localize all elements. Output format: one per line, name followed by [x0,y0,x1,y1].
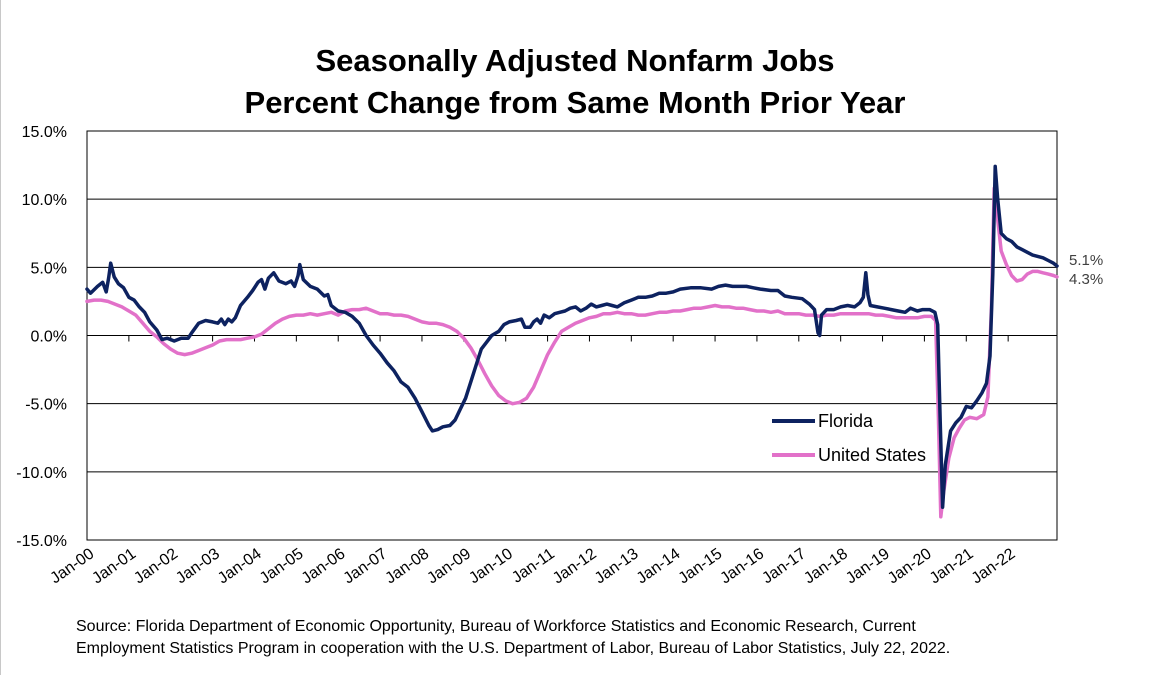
x-tick-label: Jan-15 [676,545,726,587]
y-tick-label: -15.0% [16,533,67,550]
x-tick-label: Jan-11 [509,545,558,586]
florida-end-label: 5.1% [1069,252,1103,269]
x-tick-label: Jan-07 [341,545,391,587]
chart-title-line1: Seasonally Adjusted Nonfarm Jobs [315,43,835,78]
x-tick-label: Jan-04 [215,545,265,587]
x-tick-label: Jan-16 [717,545,767,587]
x-tick-label: Jan-01 [89,545,139,587]
y-tick-label: 0.0% [31,329,67,346]
y-axis-labels: 15.0% 10.0% 5.0% 0.0% -5.0% -10.0% -15.0% [16,124,67,550]
x-tick-label: Jan-03 [173,545,223,587]
us-end-label: 4.3% [1069,271,1103,288]
y-tick-label: 15.0% [22,124,67,141]
y-tick-label: -5.0% [25,397,67,414]
chart-title-line2: Percent Change from Same Month Prior Yea… [244,85,906,120]
chart-title: Seasonally Adjusted Nonfarm Jobs Percent… [0,40,1150,124]
x-tick-label: Jan-17 [759,545,809,587]
x-tick-label: Jan-06 [299,545,349,587]
y-tick-label: 10.0% [22,192,67,209]
y-tick-label: -10.0% [16,465,67,482]
x-tick-label: Jan-09 [424,545,474,587]
x-tick-label: Jan-20 [885,545,935,587]
source-note: Source: Florida Department of Economic O… [76,616,1076,660]
x-tick-label: Jan-19 [843,545,893,587]
x-tick-label: Jan-05 [257,545,307,587]
x-tick-label: Jan-18 [801,545,851,587]
legend: Florida United States [772,411,926,465]
florida-line [85,164,1059,510]
x-tick-label: Jan-13 [592,545,642,587]
x-tick-label: Jan-22 [969,545,1019,587]
gridlines [87,130,1057,541]
x-tick-label: Jan-12 [550,545,600,587]
x-axis-labels: Jan-00Jan-01Jan-02Jan-03Jan-04Jan-05Jan-… [47,545,1018,587]
us-line [85,186,1059,519]
x-tick-label: Jan-21 [927,545,977,587]
source-line2: Employment Statistics Program in coopera… [76,640,951,657]
series-lines [85,164,1059,519]
source-line1: Source: Florida Department of Economic O… [76,618,916,635]
legend-label-us: United States [818,445,926,465]
frame-border [0,0,1,675]
x-tick-label: Jan-08 [382,545,432,587]
legend-label-florida: Florida [818,411,874,431]
x-tick-label: Jan-00 [47,545,97,587]
x-tick-label: Jan-02 [131,545,181,587]
x-tick-label: Jan-10 [466,545,516,587]
y-tick-label: 5.0% [31,260,67,277]
x-tick-label: Jan-14 [634,545,684,587]
end-value-labels: 5.1% 4.3% [1069,252,1103,288]
